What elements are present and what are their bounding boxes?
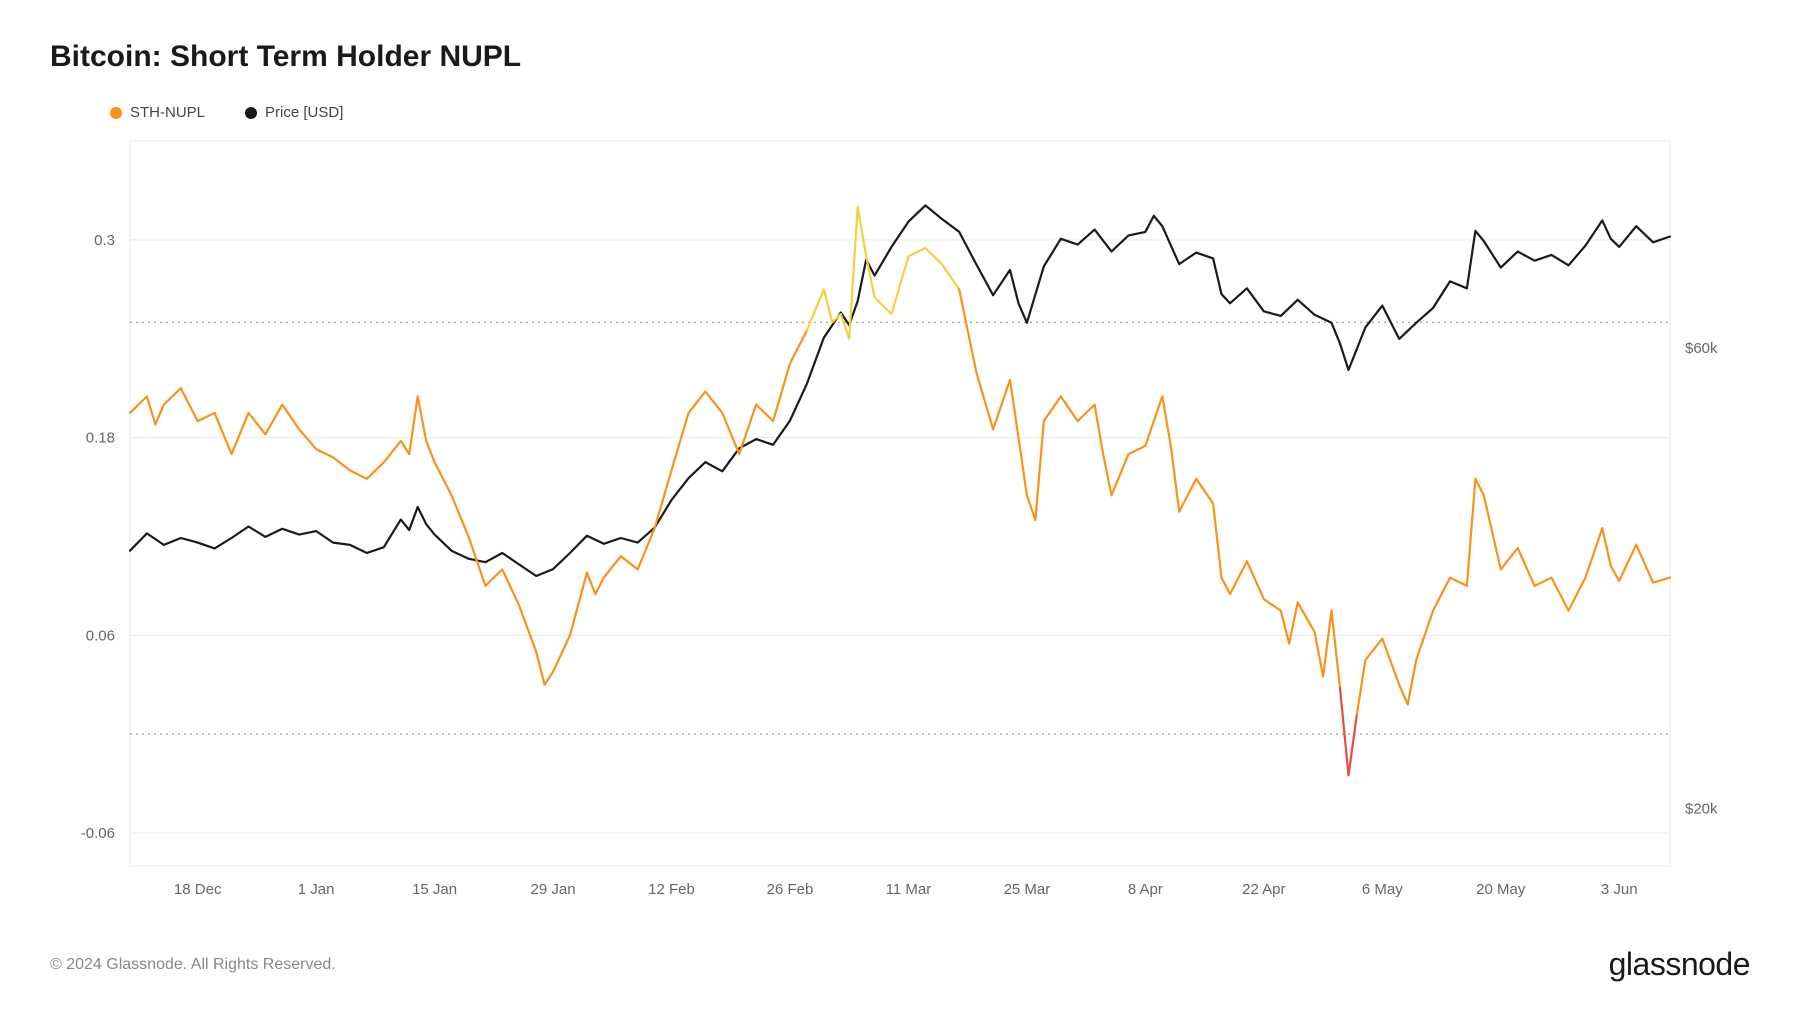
legend-dot-price (245, 107, 257, 119)
svg-text:8 Apr: 8 Apr (1128, 881, 1163, 898)
chart-svg: -0.06 0.06 0.18 0.3 $20k $60k 18 Dec 1 Jan 15 Ja… (50, 131, 1750, 916)
svg-text:0.3: 0.3 (94, 232, 115, 249)
svg-text:6 May: 6 May (1362, 881, 1403, 898)
svg-text:3 Jun: 3 Jun (1601, 881, 1638, 898)
legend-item-nupl: STH-NUPL (110, 104, 205, 121)
svg-text:26 Feb: 26 Feb (767, 881, 814, 898)
svg-text:25 Mar: 25 Mar (1004, 881, 1051, 898)
copyright-text: © 2024 Glassnode. All Rights Reserved. (50, 956, 336, 974)
svg-text:$60k: $60k (1685, 340, 1718, 357)
svg-text:0.06: 0.06 (86, 627, 115, 644)
chart-legend: STH-NUPL Price [USD] (110, 104, 1750, 121)
svg-text:22 Apr: 22 Apr (1242, 881, 1285, 898)
svg-text:-0.06: -0.06 (81, 825, 115, 842)
svg-text:15 Jan: 15 Jan (412, 881, 457, 898)
svg-text:18 Dec: 18 Dec (174, 881, 222, 898)
svg-text:0.18: 0.18 (86, 430, 115, 447)
legend-label-price: Price [USD] (265, 104, 343, 121)
svg-text:11 Mar: 11 Mar (886, 881, 932, 898)
svg-text:$20k: $20k (1685, 800, 1718, 817)
legend-item-price: Price [USD] (245, 104, 343, 121)
svg-text:29 Jan: 29 Jan (531, 881, 576, 898)
legend-label-nupl: STH-NUPL (130, 104, 205, 121)
svg-text:1 Jan: 1 Jan (298, 881, 335, 898)
chart-area: -0.06 0.06 0.18 0.3 $20k $60k 18 Dec 1 Jan 15 Ja… (50, 131, 1750, 916)
brand-logo: glassnode (1609, 946, 1750, 983)
svg-text:20 May: 20 May (1476, 881, 1526, 898)
chart-title: Bitcoin: Short Term Holder NUPL (50, 40, 1750, 74)
legend-dot-nupl (110, 107, 122, 119)
svg-text:12 Feb: 12 Feb (648, 881, 695, 898)
